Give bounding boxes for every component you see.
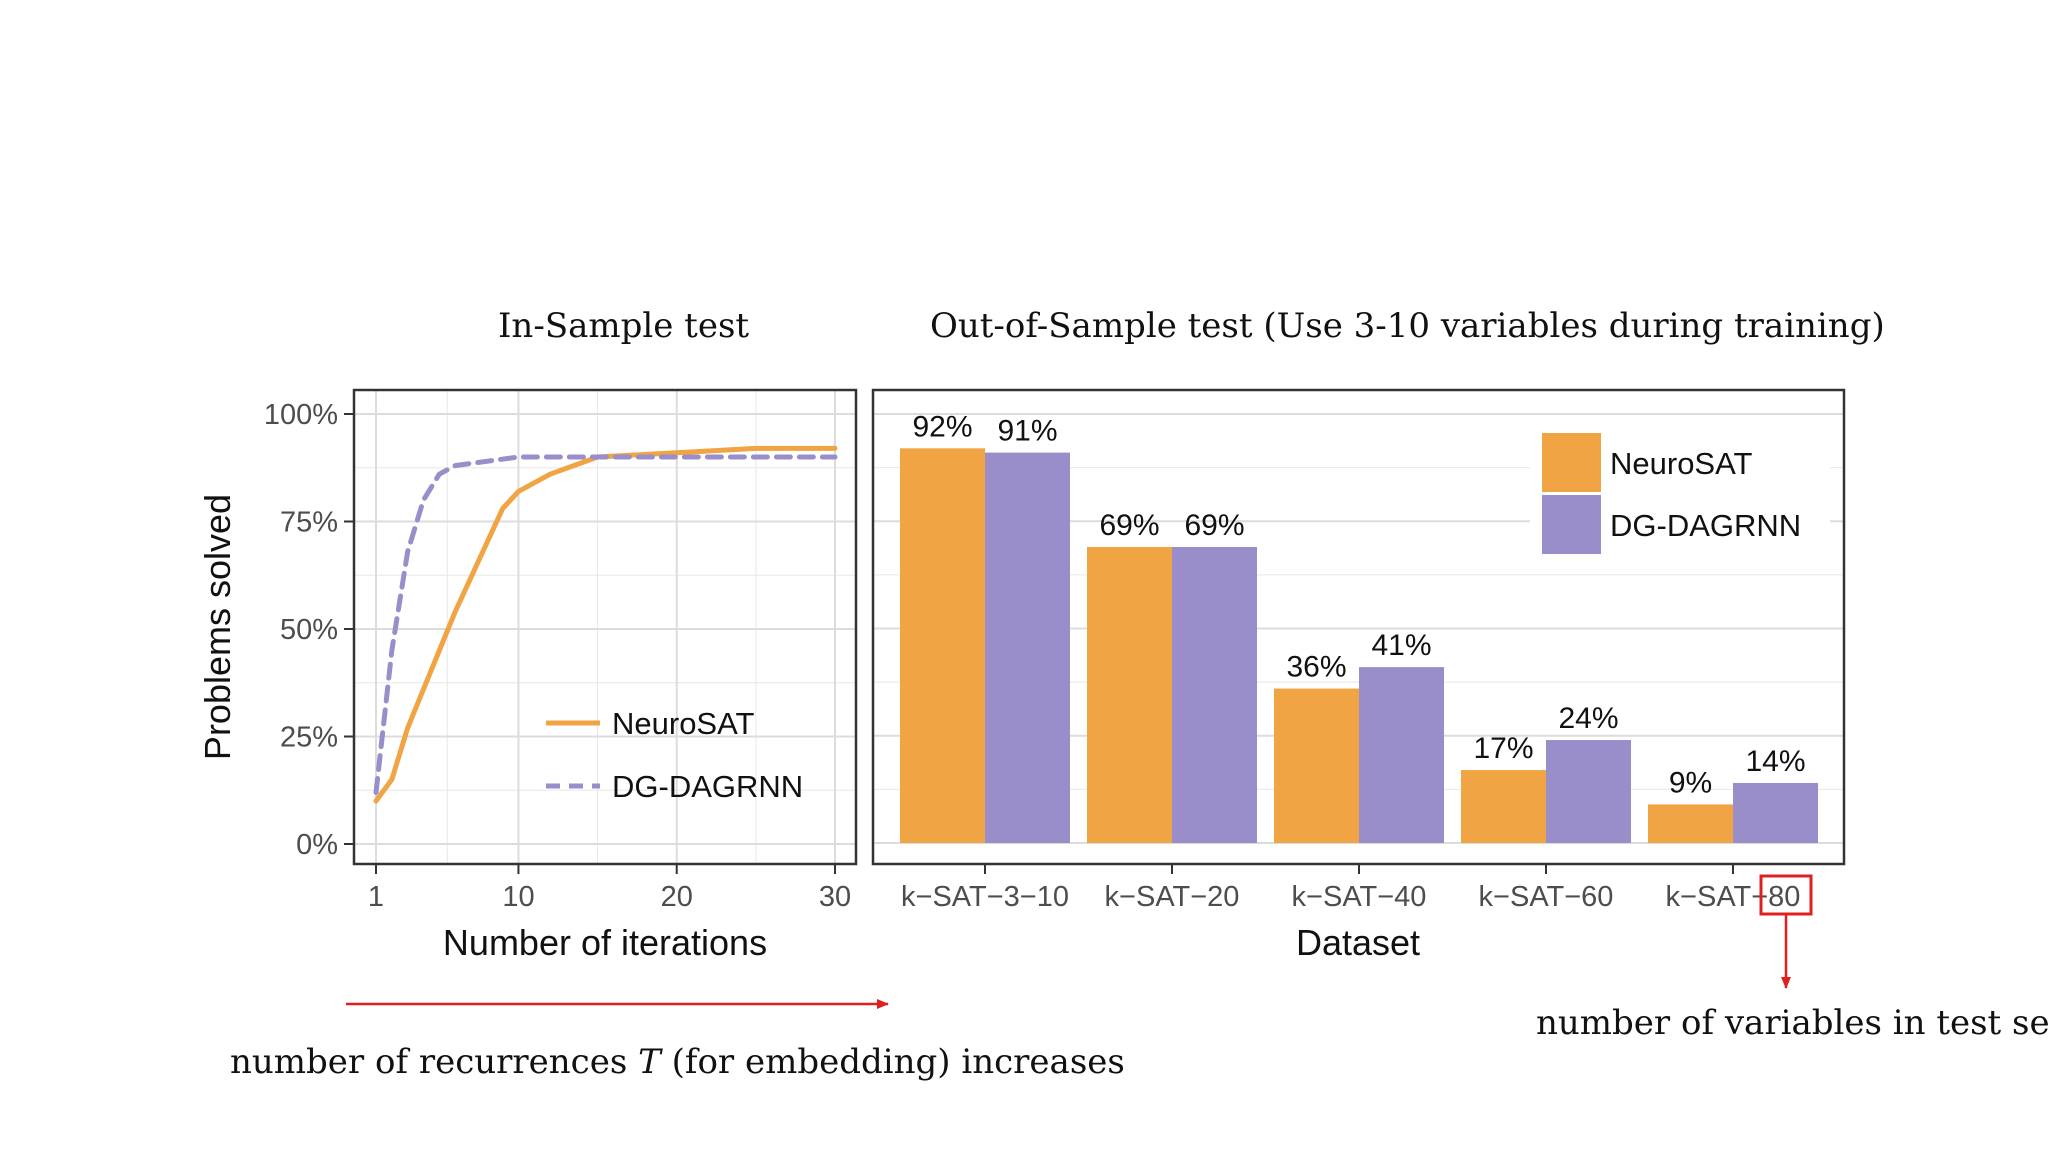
x-axis-label: Dataset [1296, 922, 1420, 963]
bar-neurosat [900, 448, 985, 843]
bar-data-label: 24% [1558, 702, 1618, 735]
y-tick-label: 100% [264, 399, 338, 431]
legend-key-swatch [1542, 495, 1601, 554]
y-axis-label: Problems solved [197, 494, 238, 760]
bar-data-label: 14% [1745, 745, 1805, 778]
right-panel-title: Out-of-Sample test (Use 3-10 variables d… [930, 306, 1885, 346]
bar-data-label: 36% [1286, 651, 1346, 684]
plot-frame [871, 388, 1846, 866]
recurrence-note-prefix: number of recurrences [230, 1042, 639, 1082]
bar-data-label: 41% [1371, 629, 1431, 662]
bar-dg-dagrnn [985, 452, 1070, 843]
recurrence-note: number of recurrences T (for embedding) … [230, 1042, 1125, 1082]
bar-data-label: 9% [1669, 766, 1712, 799]
x-tick-label: k−SAT−80 [1666, 881, 1801, 913]
bar-dg-dagrnn [1733, 782, 1818, 843]
line-chart: 0% 25% 50% 75% 100% 1 10 20 30 NeuroSAT DG-DAGRNN N… [197, 388, 858, 963]
x-tick-label: 30 [819, 881, 851, 913]
series-line-dg-dagrnn [373, 454, 838, 795]
left-panel-title: In-Sample test [498, 306, 750, 346]
bar-chart: 92% 91% k−SAT−3−10 69% 69% k−SAT−20 36% 41% k−SA… [871, 388, 1846, 963]
y-tick-label: 0% [296, 829, 338, 861]
y-tick-label: 25% [280, 722, 338, 754]
bar-data-label: 92% [912, 410, 972, 443]
x-tick-label: k−SAT−60 [1479, 881, 1614, 913]
bar-data-label: 69% [1184, 509, 1244, 542]
bar-dg-dagrnn [1359, 667, 1444, 843]
x-axis-label: Number of iterations [443, 922, 767, 963]
bar-data-label: 17% [1473, 732, 1533, 765]
test-variables-note: number of variables in test set [1536, 1003, 2048, 1043]
bar-neurosat [1087, 546, 1172, 843]
bar-dg-dagrnn [1172, 546, 1257, 843]
legend-label: NeuroSAT [612, 706, 754, 741]
x-tick-label: k−SAT−3−10 [901, 881, 1069, 913]
legend-label: DG-DAGRNN [1610, 508, 1801, 543]
bar-data-label: 91% [997, 415, 1057, 448]
x-tick-label: 20 [661, 881, 693, 913]
annotation-arrows [346, 914, 1791, 1009]
series-line-neurosat [373, 445, 838, 804]
recurrence-note-variable: T [638, 1042, 661, 1082]
bar-data-label: 69% [1099, 509, 1159, 542]
plot-frame [352, 388, 858, 866]
x-tick-label: k−SAT−20 [1105, 881, 1240, 913]
recurrence-note-suffix: (for embedding) increases [660, 1042, 1125, 1082]
y-tick-label: 75% [280, 507, 338, 539]
bar-neurosat [1274, 688, 1359, 843]
legend-key-swatch [1542, 433, 1601, 492]
bar-dg-dagrnn [1546, 740, 1631, 843]
x-tick-label: k−SAT−40 [1292, 881, 1427, 913]
x-tick-label: 10 [502, 881, 534, 913]
legend-label: DG-DAGRNN [612, 769, 803, 804]
bar-neurosat [1461, 770, 1546, 843]
legend-label: NeuroSAT [1610, 446, 1752, 481]
x-tick-label: 1 [368, 881, 384, 913]
bar-neurosat [1648, 804, 1733, 843]
y-tick-label: 50% [280, 614, 338, 646]
